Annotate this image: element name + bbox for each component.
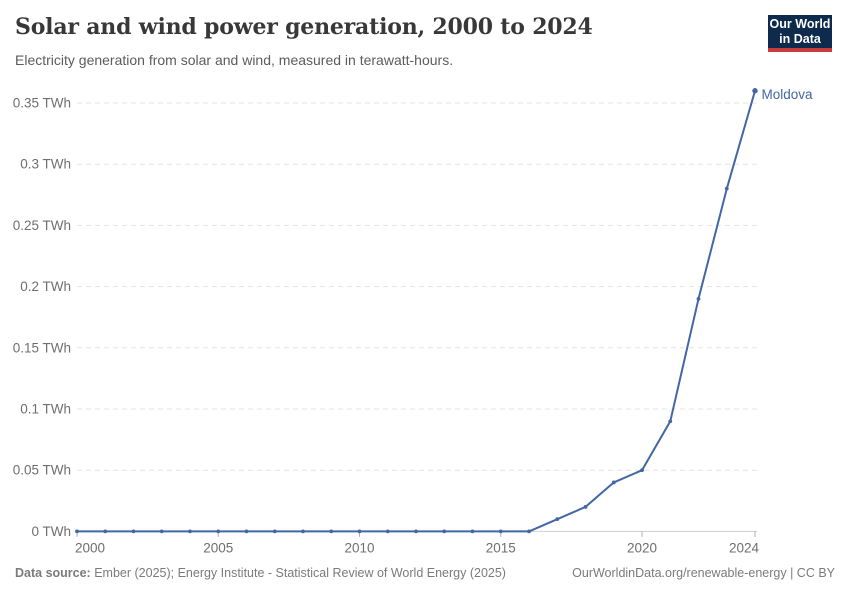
data-source-text: Ember (2025); Energy Institute - Statist… (90, 566, 506, 580)
data-point (583, 505, 588, 509)
data-line-moldova (76, 89, 756, 533)
y-tick-label: 0.3 TWh (20, 157, 71, 172)
data-point (555, 517, 560, 522)
data-point (752, 88, 758, 94)
chart-subtitle: Electricity generation from solar and wi… (15, 52, 454, 68)
x-tick-label: 2020 (627, 540, 657, 555)
y-tick-label: 0.1 TWh (20, 402, 71, 417)
chart-footer: Data source: Ember (2025); Energy Instit… (15, 566, 835, 580)
series-end-label: Moldova (762, 87, 814, 102)
y-tick-label: 0.25 TWh (13, 218, 71, 233)
data-point (329, 529, 334, 534)
logo-text-line1: Our World (769, 17, 831, 31)
x-tick-label: 2024 (729, 540, 760, 555)
data-point (696, 296, 701, 301)
data-point (470, 529, 475, 534)
data-point (668, 419, 673, 424)
page-title: Solar and wind power generation, 2000 to… (15, 14, 593, 40)
owid-url-license-link[interactable]: OurWorldinData.org/renewable-energy | CC… (572, 566, 835, 580)
data-point (188, 529, 192, 534)
data-point (611, 480, 616, 485)
data-point (442, 529, 447, 534)
data-point (357, 529, 362, 534)
data-point (272, 529, 277, 534)
data-point (724, 186, 729, 191)
y-tick-label: 0.15 TWh (13, 340, 71, 355)
y-tick-label: 0.2 TWh (20, 279, 71, 294)
data-point (301, 529, 305, 534)
data-point (414, 529, 418, 534)
data-point (244, 529, 249, 534)
data-point (527, 529, 531, 534)
data-point (385, 529, 390, 534)
data-point (131, 529, 136, 534)
owid-logo[interactable]: Our World in Data (768, 15, 832, 52)
y-tick-label: 0.05 TWh (13, 463, 71, 478)
x-tick-label: 2000 (75, 540, 105, 555)
x-tick-label: 2015 (486, 540, 516, 555)
data-source-note: Data source: Ember (2025); Energy Instit… (15, 566, 506, 580)
data-point (103, 529, 108, 534)
x-tick-label: 2005 (203, 540, 233, 555)
logo-text-line2: in Data (779, 32, 821, 46)
data-point (640, 468, 644, 473)
data-point (159, 529, 164, 534)
x-tick-label: 2010 (344, 540, 374, 555)
data-point (498, 529, 503, 534)
data-source-label: Data source: (15, 566, 91, 580)
y-tick-label: 0.35 TWh (13, 96, 71, 111)
data-point (216, 529, 221, 534)
data-point (75, 529, 79, 534)
y-tick-label: 0 TWh (31, 524, 71, 539)
